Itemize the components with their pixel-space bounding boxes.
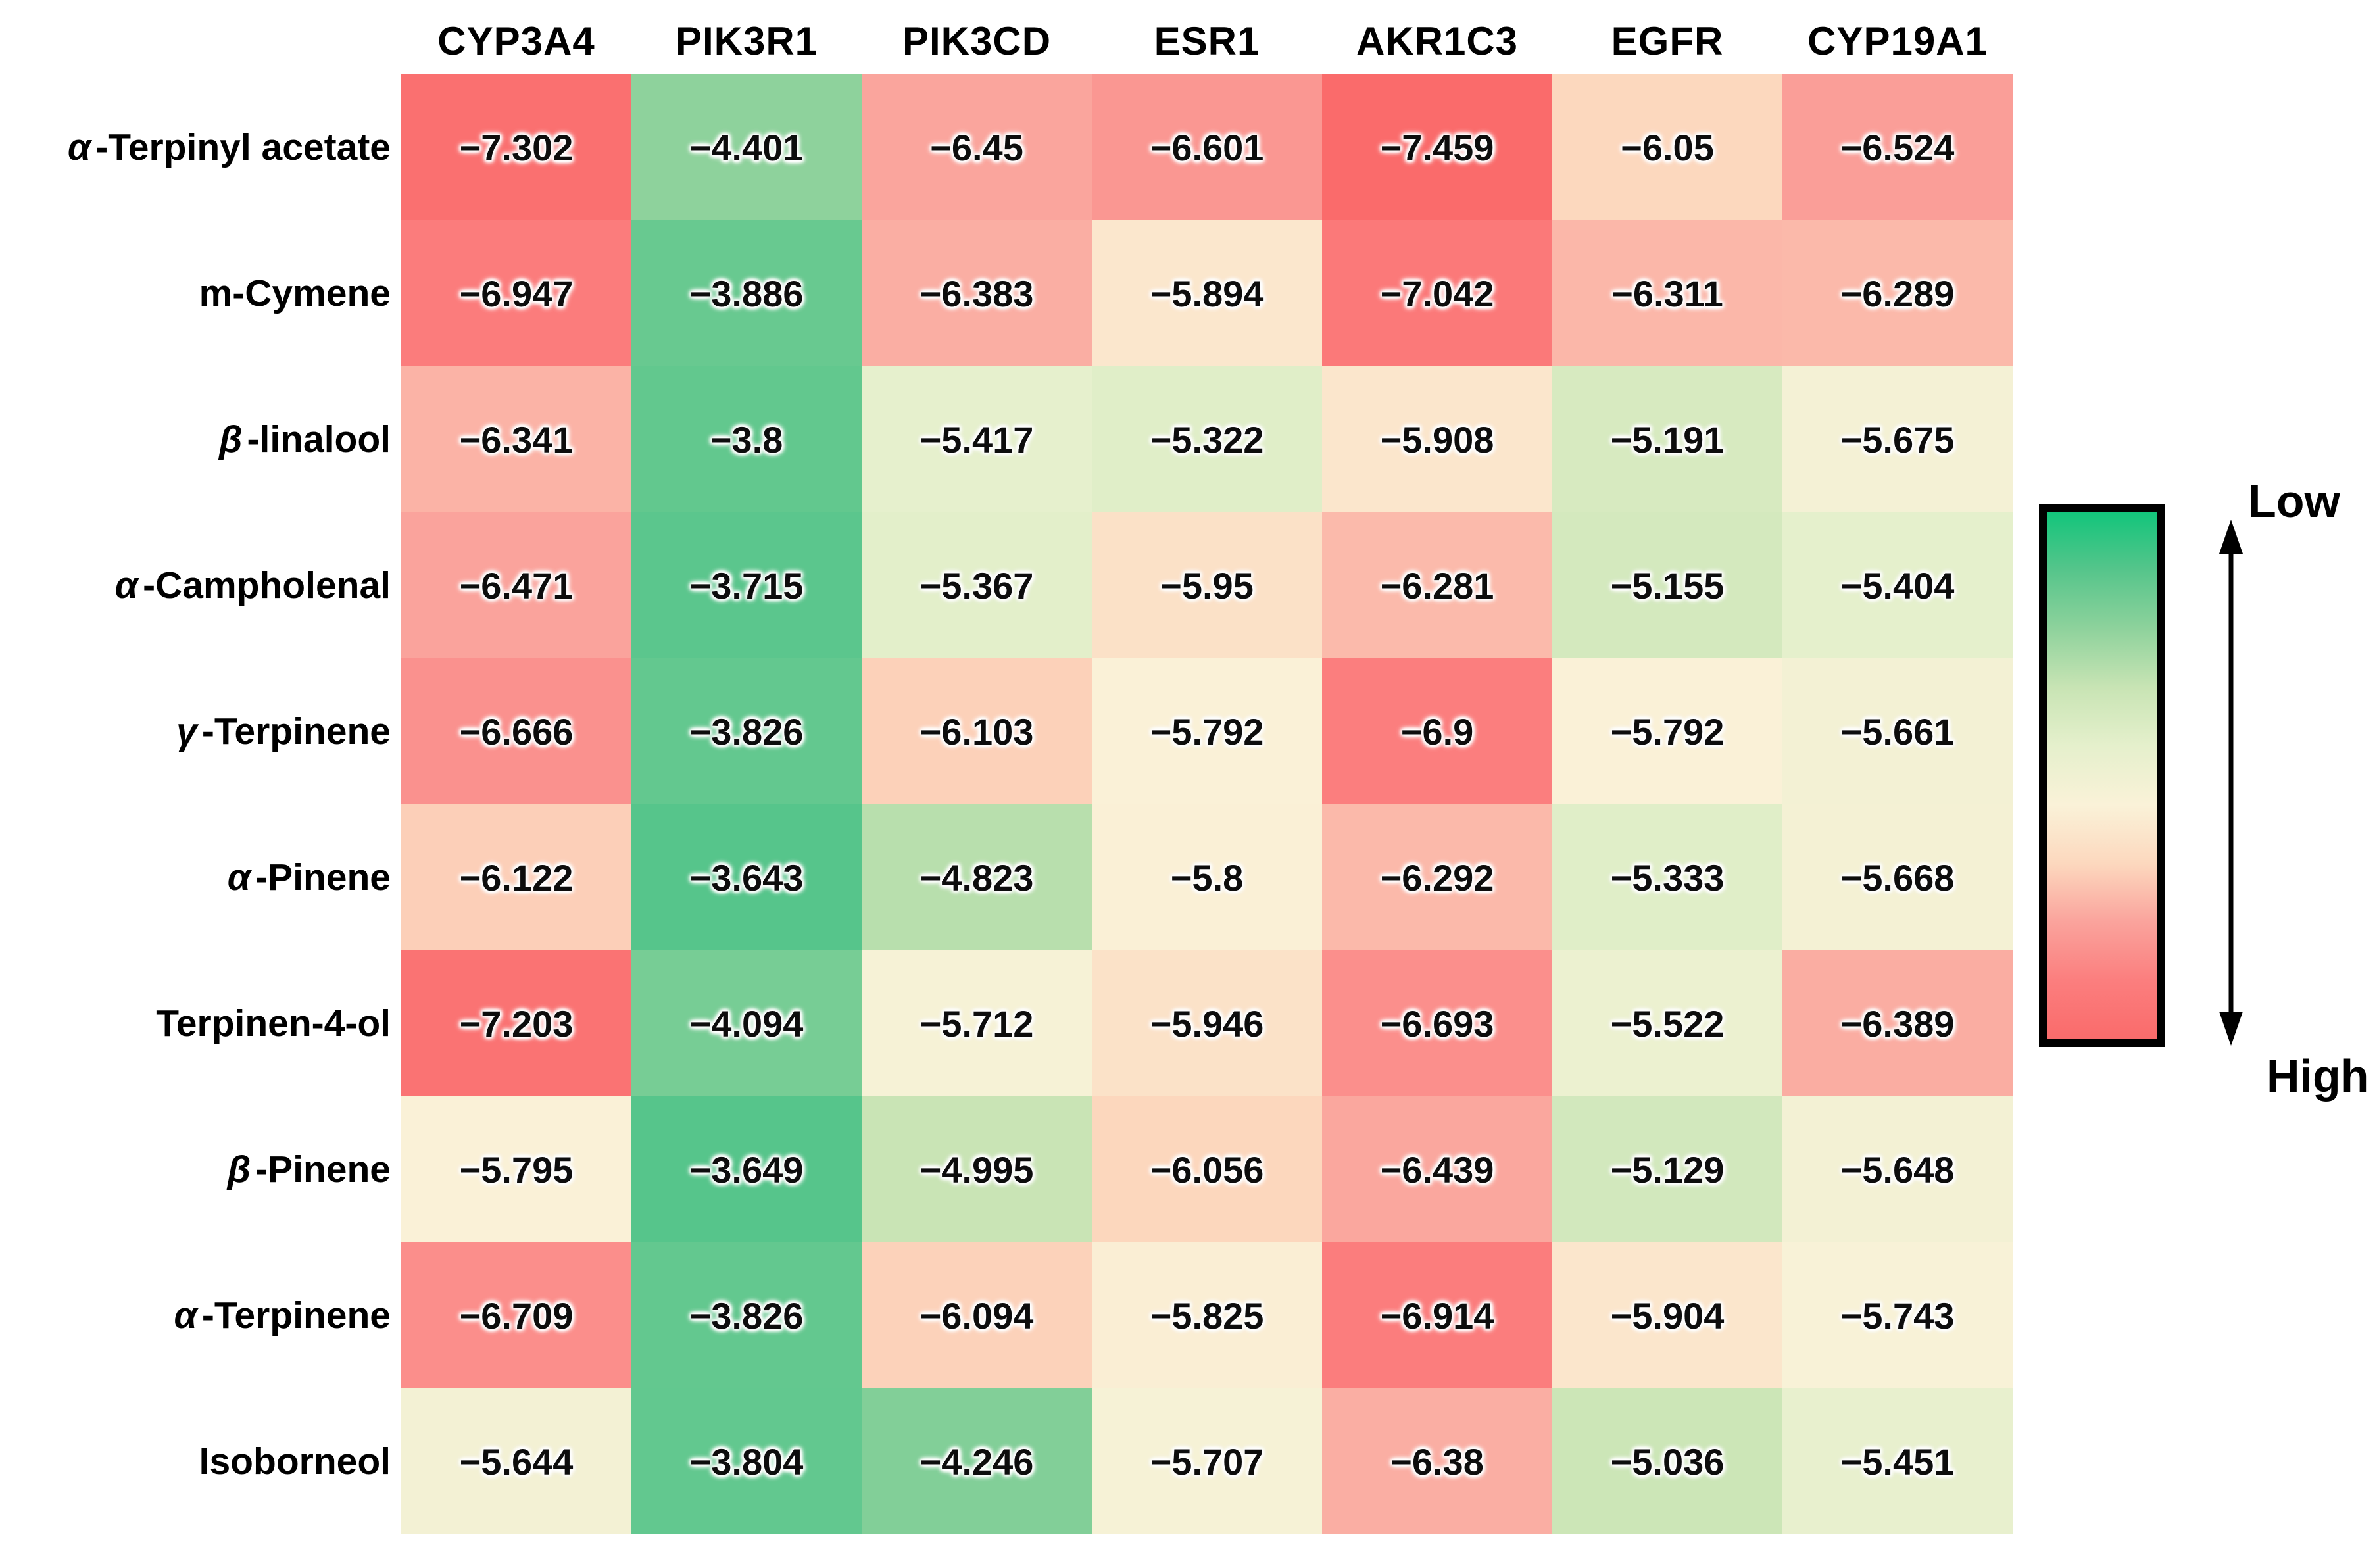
heatmap-cell-β-linalool-PIK3R1: −3.8 bbox=[631, 366, 862, 512]
heatmap-cell-α-Campholenal-PIK3CD: −5.367 bbox=[862, 512, 1092, 658]
column-header-PIK3R1: PIK3R1 bbox=[675, 19, 818, 63]
heatmap-cell-Terpinen-4-ol-CYP3A4: −7.203 bbox=[401, 950, 631, 1096]
column-header-AKR1C3: AKR1C3 bbox=[1356, 19, 1519, 63]
colorbar-low-label: Low bbox=[2248, 476, 2340, 527]
row-label-γ-Terpinene: γ -Terpinene bbox=[176, 710, 391, 752]
heatmap-cell-α-Pinene-ESR1: −5.8 bbox=[1092, 804, 1322, 950]
heatmap-cell-β-linalool-CYP19A1: −5.675 bbox=[1782, 366, 2013, 512]
heatmap-cell-α-Pinene-EGFR: −5.333 bbox=[1552, 804, 1782, 950]
heatmap-cell-β-linalool-AKR1C3: −5.908 bbox=[1322, 366, 1552, 512]
row-label-Terpinen-4-ol: Terpinen-4-ol bbox=[156, 1002, 391, 1044]
heatmap-cell-α-Terpinyl acetate-CYP3A4: −7.302 bbox=[401, 74, 631, 220]
colorbar bbox=[2039, 504, 2165, 1047]
row-label-Isoborneol: Isoborneol bbox=[199, 1440, 391, 1482]
row-label-β-Pinene: β -Pinene bbox=[227, 1148, 391, 1190]
heatmap-cell-β-Pinene-PIK3R1: −3.649 bbox=[631, 1096, 862, 1242]
heatmap-cell-m-Cymene-ESR1: −5.894 bbox=[1092, 220, 1322, 366]
heatmap-cell-β-Pinene-CYP19A1: −5.648 bbox=[1782, 1096, 2013, 1242]
heatmap-cell-α-Terpinene-PIK3CD: −6.094 bbox=[862, 1242, 1092, 1388]
heatmap-cell-γ-Terpinene-PIK3CD: −6.103 bbox=[862, 658, 1092, 804]
heatmap-cell-Terpinen-4-ol-PIK3CD: −5.712 bbox=[862, 950, 1092, 1096]
heatmap-cell-α-Campholenal-AKR1C3: −6.281 bbox=[1322, 512, 1552, 658]
column-header-CYP3A4: CYP3A4 bbox=[437, 19, 595, 63]
heatmap-cell-Isoborneol-AKR1C3: −6.38 bbox=[1322, 1388, 1552, 1534]
heatmap-cell-α-Campholenal-PIK3R1: −3.715 bbox=[631, 512, 862, 658]
heatmap-cell-γ-Terpinene-CYP19A1: −5.661 bbox=[1782, 658, 2013, 804]
heatmap-cell-α-Campholenal-CYP19A1: −5.404 bbox=[1782, 512, 2013, 658]
heatmap-cell-α-Terpinyl acetate-CYP19A1: −6.524 bbox=[1782, 74, 2013, 220]
row-label-β-linalool: β -linalool bbox=[219, 418, 391, 460]
heatmap-cell-β-Pinene-EGFR: −5.129 bbox=[1552, 1096, 1782, 1242]
heatmap-cell-β-linalool-PIK3CD: −5.417 bbox=[862, 366, 1092, 512]
column-header-EGFR: EGFR bbox=[1611, 19, 1724, 63]
heatmap-cell-Isoborneol-PIK3CD: −4.246 bbox=[862, 1388, 1092, 1534]
heatmap-cell-α-Pinene-PIK3CD: −4.823 bbox=[862, 804, 1092, 950]
heatmap-cell-α-Pinene-AKR1C3: −6.292 bbox=[1322, 804, 1552, 950]
heatmap-cell-Terpinen-4-ol-CYP19A1: −6.389 bbox=[1782, 950, 2013, 1096]
heatmap-cell-α-Terpinene-AKR1C3: −6.914 bbox=[1322, 1242, 1552, 1388]
colorbar-arrow bbox=[2219, 520, 2243, 1046]
heatmap-cell-α-Terpinyl acetate-EGFR: −6.05 bbox=[1552, 74, 1782, 220]
colorbar-high-label: High bbox=[2267, 1050, 2369, 1102]
row-label-α-Campholenal: α -Campholenal bbox=[114, 564, 391, 606]
heatmap-cell-α-Terpinyl acetate-ESR1: −6.601 bbox=[1092, 74, 1322, 220]
heatmap-cell-Terpinen-4-ol-AKR1C3: −6.693 bbox=[1322, 950, 1552, 1096]
heatmap-cell-β-linalool-CYP3A4: −6.341 bbox=[401, 366, 631, 512]
heatmap-cell-m-Cymene-AKR1C3: −7.042 bbox=[1322, 220, 1552, 366]
arrow-down-icon bbox=[2219, 1012, 2243, 1046]
heatmap-cell-α-Terpinyl acetate-AKR1C3: −7.459 bbox=[1322, 74, 1552, 220]
heatmap-cell-γ-Terpinene-CYP3A4: −6.666 bbox=[401, 658, 631, 804]
heatmap-cell-α-Terpinene-PIK3R1: −3.826 bbox=[631, 1242, 862, 1388]
heatmap-cell-α-Terpinene-EGFR: −5.904 bbox=[1552, 1242, 1782, 1388]
heatmap-cell-m-Cymene-EGFR: −6.311 bbox=[1552, 220, 1782, 366]
heatmap-cell-α-Campholenal-CYP3A4: −6.471 bbox=[401, 512, 631, 658]
heatmap-cell-α-Terpinene-CYP19A1: −5.743 bbox=[1782, 1242, 2013, 1388]
heatmap-cell-m-Cymene-CYP19A1: −6.289 bbox=[1782, 220, 2013, 366]
heatmap-cell-α-Terpinene-CYP3A4: −6.709 bbox=[401, 1242, 631, 1388]
heatmap-cell-Terpinen-4-ol-ESR1: −5.946 bbox=[1092, 950, 1322, 1096]
heatmap-cell-γ-Terpinene-PIK3R1: −3.826 bbox=[631, 658, 862, 804]
column-headers: CYP3A4 PIK3R1 PIK3CD ESR1 AKR1C3 EGFR CYP19A1 bbox=[401, 17, 2013, 66]
heatmap-cell-Terpinen-4-ol-EGFR: −5.522 bbox=[1552, 950, 1782, 1096]
heatmap-cell-γ-Terpinene-ESR1: −5.792 bbox=[1092, 658, 1322, 804]
row-label-α-Terpinyl acetate: α -Terpinyl acetate bbox=[67, 126, 391, 168]
heatmap-cell-γ-Terpinene-EGFR: −5.792 bbox=[1552, 658, 1782, 804]
heatmap-cell-β-Pinene-AKR1C3: −6.439 bbox=[1322, 1096, 1552, 1242]
heatmap-cell-β-Pinene-CYP3A4: −5.795 bbox=[401, 1096, 631, 1242]
column-header-CYP19A1: CYP19A1 bbox=[1807, 19, 1988, 63]
heatmap-cell-Isoborneol-ESR1: −5.707 bbox=[1092, 1388, 1322, 1534]
row-label-α-Pinene: α -Pinene bbox=[227, 856, 391, 898]
row-label-α-Terpinene: α -Terpinene bbox=[174, 1294, 391, 1336]
row-label-m-Cymene: m-Cymene bbox=[199, 272, 391, 314]
heatmap-grid: −7.302 −4.401 −6.45 −6.601 −7.459 −6.05 −6.524… bbox=[401, 74, 2013, 1534]
heatmap-cell-Isoborneol-PIK3R1: −3.804 bbox=[631, 1388, 862, 1534]
heatmap-cell-m-Cymene-PIK3R1: −3.886 bbox=[631, 220, 862, 366]
heatmap-cell-α-Campholenal-ESR1: −5.95 bbox=[1092, 512, 1322, 658]
row-labels: α -Terpinyl acetate m-Cymene β -linalool α -Ca… bbox=[0, 74, 391, 1534]
heatmap-cell-α-Pinene-PIK3R1: −3.643 bbox=[631, 804, 862, 950]
heatmap-cell-α-Pinene-CYP19A1: −5.668 bbox=[1782, 804, 2013, 950]
arrow-up-icon bbox=[2219, 520, 2243, 554]
heatmap-cell-α-Terpinyl acetate-PIK3R1: −4.401 bbox=[631, 74, 862, 220]
heatmap-cell-Terpinen-4-ol-PIK3R1: −4.094 bbox=[631, 950, 862, 1096]
heatmap-cell-γ-Terpinene-AKR1C3: −6.9 bbox=[1322, 658, 1552, 804]
heatmap-cell-α-Terpinyl acetate-PIK3CD: −6.45 bbox=[862, 74, 1092, 220]
heatmap-cell-Isoborneol-EGFR: −5.036 bbox=[1552, 1388, 1782, 1534]
heatmap-cell-Isoborneol-CYP3A4: −5.644 bbox=[401, 1388, 631, 1534]
heatmap-cell-m-Cymene-CYP3A4: −6.947 bbox=[401, 220, 631, 366]
heatmap-cell-β-Pinene-ESR1: −6.056 bbox=[1092, 1096, 1322, 1242]
column-header-PIK3CD: PIK3CD bbox=[902, 19, 1052, 63]
heatmap-cell-α-Campholenal-EGFR: −5.155 bbox=[1552, 512, 1782, 658]
column-header-ESR1: ESR1 bbox=[1154, 19, 1260, 63]
heatmap-cell-β-linalool-EGFR: −5.191 bbox=[1552, 366, 1782, 512]
heatmap-cell-Isoborneol-CYP19A1: −5.451 bbox=[1782, 1388, 2013, 1534]
heatmap-cell-β-linalool-ESR1: −5.322 bbox=[1092, 366, 1322, 512]
heatmap-cell-α-Terpinene-ESR1: −5.825 bbox=[1092, 1242, 1322, 1388]
heatmap-cell-m-Cymene-PIK3CD: −6.383 bbox=[862, 220, 1092, 366]
heatmap-cell-α-Pinene-CYP3A4: −6.122 bbox=[401, 804, 631, 950]
heatmap-cell-β-Pinene-PIK3CD: −4.995 bbox=[862, 1096, 1092, 1242]
